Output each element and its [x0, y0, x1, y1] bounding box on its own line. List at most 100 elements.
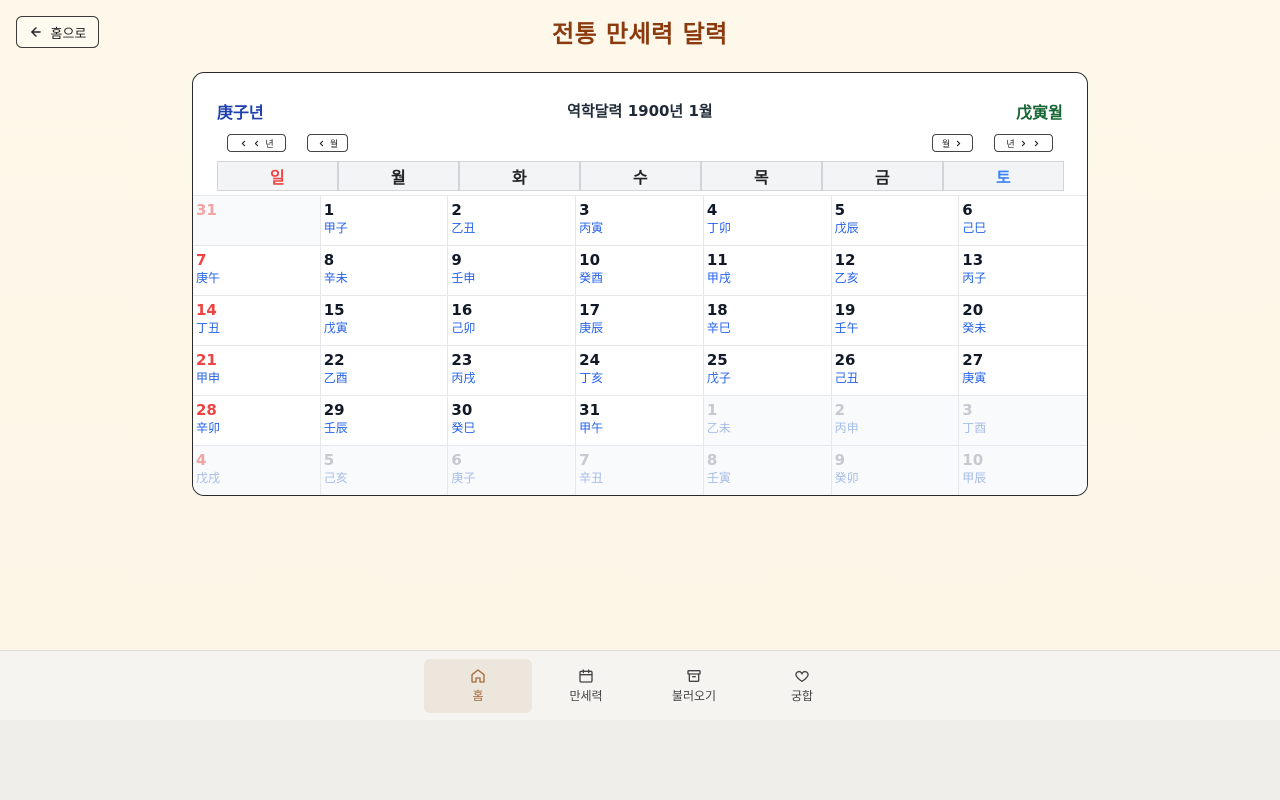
calendar-day-cell[interactable]: 2 乙丑	[448, 196, 577, 246]
day-number: 8	[323, 251, 335, 269]
day-ganzhi: 甲申	[196, 371, 221, 385]
nav-item-load[interactable]: 불러오기	[640, 659, 748, 713]
year-ganzhi: 庚子년	[217, 103, 264, 122]
day-ganzhi: 乙丑	[451, 221, 476, 235]
day-ganzhi: 戊子	[706, 371, 731, 385]
calendar-day-cell[interactable]: 7 庚午	[193, 246, 321, 296]
calendar-day-cell[interactable]: 31 甲午	[576, 396, 704, 446]
calendar-day-cell[interactable]: 25 戊子	[703, 346, 832, 396]
next-year-label: 년	[1006, 139, 1015, 150]
calendar-day-cell[interactable]: 17 庚辰	[576, 296, 704, 346]
weekday-tuesday: 화	[459, 161, 580, 191]
day-ganzhi: 戊戌	[196, 471, 221, 485]
calendar-day-cell[interactable]: 2 丙申	[831, 396, 960, 446]
calendar-day-cell[interactable]: 9 癸卯	[831, 446, 960, 495]
day-number: 6	[451, 451, 462, 469]
calendar-day-cell[interactable]: 26 己丑	[831, 346, 960, 396]
nav-item-home[interactable]: 홈	[424, 659, 532, 713]
calendar-day-cell[interactable]: 20 癸未	[959, 296, 1087, 346]
calendar-day-cell[interactable]: 29 壬辰	[320, 396, 449, 446]
calendar-day-cell[interactable]: 8 壬寅	[703, 446, 832, 495]
day-number: 16	[451, 301, 473, 319]
chevron-left-icon	[319, 140, 324, 146]
calendar-day-cell[interactable]: 11 甲戌	[703, 246, 832, 296]
prev-year-button[interactable]: 년	[227, 134, 286, 152]
day-number: 8	[706, 451, 718, 469]
calendar-day-cell[interactable]: 15 戊寅	[320, 296, 449, 346]
day-ganzhi: 己亥	[323, 471, 348, 485]
calendar-day-cell[interactable]: 4 戊戌	[193, 446, 321, 495]
calendar-day-cell[interactable]: 5 己亥	[320, 446, 449, 495]
calendar-day-cell[interactable]: 16 己卯	[448, 296, 577, 346]
day-ganzhi: 甲午	[579, 421, 604, 435]
day-ganzhi: 壬辰	[323, 421, 348, 435]
calendar-day-cell[interactable]: 3 丙寅	[576, 196, 704, 246]
chevron-left-icon	[242, 140, 246, 146]
day-ganzhi: 丙子	[962, 271, 987, 285]
next-month-button[interactable]: 월	[932, 134, 973, 152]
nav-item-compatibility[interactable]: 궁합	[748, 659, 856, 713]
day-number: 10	[579, 251, 601, 269]
day-number: 4	[196, 451, 207, 469]
day-number: 2	[834, 401, 845, 419]
calendar-day-cell[interactable]: 19 壬午	[831, 296, 960, 346]
home-icon	[471, 669, 485, 683]
day-number: 14	[196, 301, 217, 319]
calendar-day-cell[interactable]: 28 辛卯	[193, 396, 321, 446]
calendar-day-cell[interactable]: 18 辛巳	[703, 296, 832, 346]
calendar-day-cell[interactable]: 14 丁丑	[193, 296, 321, 346]
day-number: 22	[323, 351, 345, 369]
calendar-day-cell[interactable]: 12 乙亥	[831, 246, 960, 296]
day-number: 7	[196, 251, 207, 269]
day-ganzhi: 丁酉	[962, 421, 987, 435]
calendar-day-cell[interactable]: 5 戊辰	[831, 196, 960, 246]
weekday-thursday: 목	[701, 161, 822, 191]
calendar-day-cell[interactable]: 21 甲申	[193, 346, 321, 396]
day-ganzhi: 壬寅	[706, 471, 731, 485]
calendar-day-cell[interactable]: 1 甲子	[320, 196, 449, 246]
day-number: 29	[323, 401, 345, 419]
chevron-right-icon	[1034, 140, 1038, 146]
calendar-day-cell[interactable]: 30 癸巳	[448, 396, 577, 446]
day-number: 1	[323, 201, 335, 219]
day-number: 9	[834, 451, 845, 469]
calendar-day-cell[interactable]: 22 乙酉	[320, 346, 449, 396]
calendar-day-cell[interactable]: 13 丙子	[959, 246, 1087, 296]
next-year-button[interactable]: 년	[994, 134, 1053, 152]
prev-month-button[interactable]: 월	[307, 134, 348, 152]
calendar-day-cell[interactable]: 1 乙未	[703, 396, 832, 446]
calendar-day-cell[interactable]: 10 癸酉	[576, 246, 704, 296]
calendar-day-cell[interactable]: 24 丁亥	[576, 346, 704, 396]
day-number: 13	[962, 251, 984, 269]
calendar-day-cell[interactable]: 3 丁酉	[959, 396, 1087, 446]
nav-item-label: 불러오기	[671, 689, 717, 703]
calendar-day-cell[interactable]: 9 壬申	[448, 246, 577, 296]
back-home-button[interactable]: 홈으로	[16, 16, 99, 48]
day-ganzhi: 壬午	[834, 321, 859, 335]
day-number: 3	[579, 201, 590, 219]
calendar-day-cell[interactable]: 8 辛未	[320, 246, 449, 296]
day-number: 23	[451, 351, 473, 369]
day-ganzhi: 庚午	[196, 271, 221, 285]
calendar-day-cell[interactable]: 7 辛丑	[576, 446, 704, 495]
calendar-day-cell[interactable]: 4 丁卯	[703, 196, 832, 246]
day-number: 18	[706, 301, 728, 319]
day-ganzhi: 己丑	[834, 371, 859, 385]
calendar-day-cell[interactable]: 6 己巳	[959, 196, 1087, 246]
calendar-day-cell[interactable]: 27 庚寅	[959, 346, 1087, 396]
calendar-day-cell[interactable]: 23 丙戌	[448, 346, 577, 396]
day-ganzhi: 甲戌	[706, 271, 731, 285]
weekday-wednesday: 수	[580, 161, 701, 191]
calendar-day-cell[interactable]: 10 甲辰	[959, 446, 1087, 495]
day-number: 25	[706, 351, 728, 369]
chevron-right-icon	[1021, 140, 1025, 146]
nav-item-calendar[interactable]: 만세력	[532, 659, 640, 713]
arrow-left-icon	[30, 27, 41, 37]
calendar-day-cell[interactable]: 6 庚子	[448, 446, 577, 495]
day-ganzhi: 己卯	[451, 321, 476, 335]
archive-icon	[687, 670, 701, 682]
calendar-day-cell[interactable]: 31	[193, 196, 321, 246]
nav-item-label: 홈	[472, 689, 484, 703]
day-number: 12	[834, 251, 856, 269]
day-ganzhi: 丁亥	[579, 371, 604, 385]
